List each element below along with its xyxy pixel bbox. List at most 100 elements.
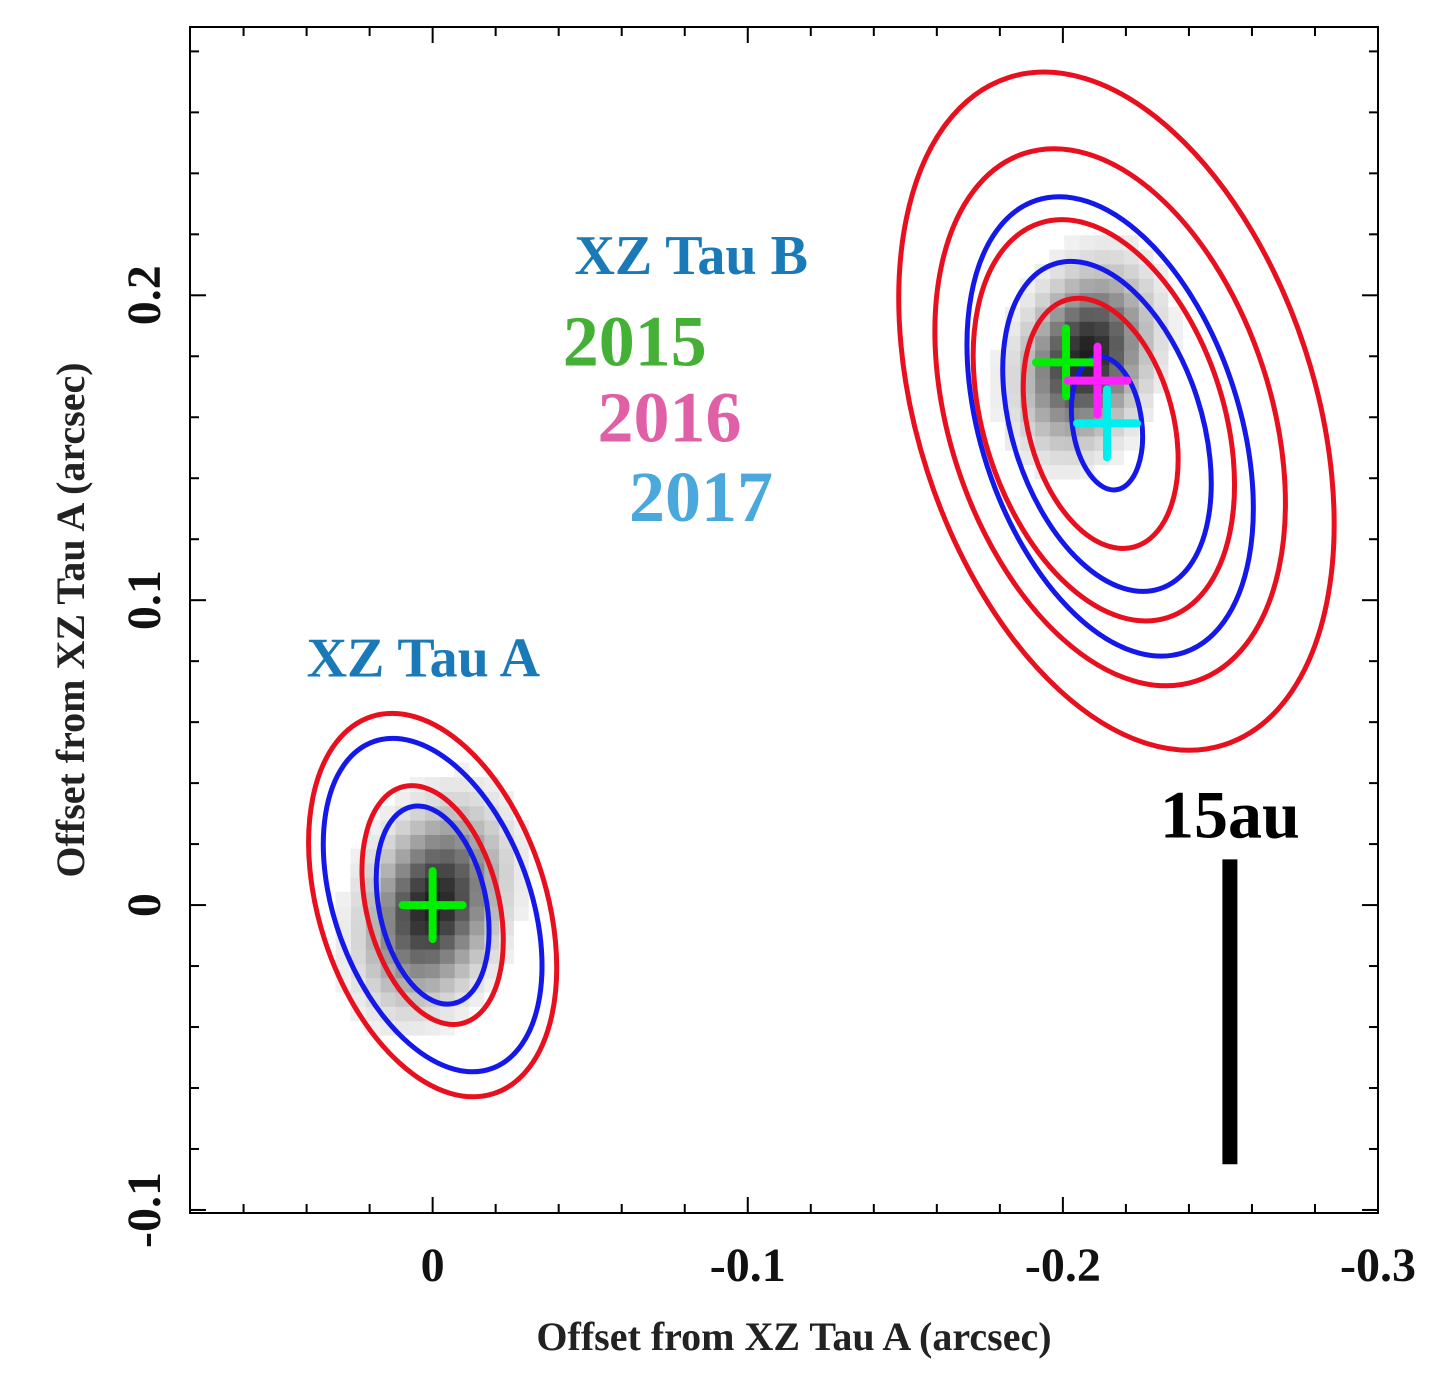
intensity-pixel: [409, 862, 426, 878]
intensity-pixel: [1049, 321, 1065, 337]
intensity-pixel: [483, 963, 500, 979]
intensity-pixel: [394, 791, 411, 807]
intensity-pixel: [409, 848, 426, 864]
intensity-pixel: [439, 920, 455, 936]
intensity-pixel: [1093, 235, 1110, 251]
intensity-pixel: [1034, 407, 1050, 423]
intensity-pixel: [335, 905, 351, 921]
intensity-pixel: [439, 862, 455, 878]
contour-blue-9: [1000, 258, 1214, 594]
intensity-pixel: [1078, 278, 1095, 294]
intensity-pixel: [1108, 407, 1124, 423]
intensity-pixel: [454, 877, 470, 893]
intensity-pixel: [1093, 321, 1110, 337]
y-tick-label: -0.1: [118, 1172, 171, 1248]
intensity-pixel: [1138, 278, 1154, 294]
intensity-pixel: [1034, 421, 1050, 437]
intensity-pixel: [380, 862, 396, 878]
intensity-pixel: [1093, 306, 1110, 322]
epoch-label-2017: 2017: [629, 457, 773, 537]
intensity-pixel: [1078, 321, 1095, 337]
marker-2015-xz-tau-b: [1032, 324, 1101, 401]
intensity-pixel: [468, 805, 485, 821]
contour-blue-3: [320, 735, 545, 1075]
intensity-pixel: [483, 820, 500, 835]
intensity-pixel: [439, 934, 455, 950]
intensity-pixel: [454, 791, 470, 807]
intensity-pixel: [1123, 407, 1139, 423]
contour-blue-2: [373, 803, 492, 1007]
x-tick-label: 0: [421, 1239, 445, 1292]
intensity-pixel: [498, 934, 514, 950]
intensity-pixel: [468, 991, 485, 1007]
intensity-pixel: [409, 820, 426, 835]
intensity-pixel: [1078, 435, 1095, 451]
intensity-pixel: [1093, 278, 1110, 294]
intensity-pixel: [1034, 392, 1050, 408]
intensity-pixel: [1064, 278, 1080, 294]
intensity-pixel: [1034, 435, 1050, 451]
intensity-pixel: [1093, 249, 1110, 265]
intensity-pixel: [1064, 235, 1080, 251]
intensity-pixel: [513, 891, 529, 907]
intensity-pixel: [439, 834, 455, 850]
intensity-pixel: [1049, 335, 1065, 351]
intensity-pixel: [454, 862, 470, 878]
intensity-pixel: [424, 977, 440, 993]
marker-layer: [398, 324, 1141, 944]
intensity-pixel: [1049, 450, 1065, 466]
intensity-pixel: [335, 891, 351, 907]
intensity-pixel: [1064, 263, 1080, 279]
contour-red-1: [306, 710, 560, 1100]
intensity-pixel: [1123, 335, 1139, 351]
intensity-pixel: [365, 977, 381, 993]
intensity-pixel: [1138, 321, 1154, 337]
intensity-pixel: [1123, 435, 1139, 451]
intensity-pixel: [439, 977, 455, 993]
intensity-pixel: [1153, 335, 1169, 351]
intensity-pixel: [409, 934, 426, 950]
intensity-pixel: [454, 905, 470, 921]
intensity-pixel: [468, 891, 485, 907]
intensity-pixel: [1004, 335, 1021, 351]
intensity-pixel: [1004, 378, 1021, 394]
plot-frame: [189, 26, 1379, 1214]
intensity-pixel: [1049, 392, 1065, 408]
intensity-pixel: [1034, 364, 1050, 380]
intensity-pixel: [1167, 321, 1184, 337]
intensity-pixel: [394, 920, 411, 936]
intensity-pixel: [1108, 292, 1124, 308]
intensity-pixel: [468, 905, 485, 921]
intensity-pixel: [1049, 421, 1065, 437]
intensity-pixel: [1049, 306, 1065, 322]
intensity-pixel: [1123, 263, 1139, 279]
intensity-pixel: [1108, 450, 1124, 466]
y-tick-label: 0: [118, 893, 171, 917]
intensity-pixel: [513, 877, 529, 893]
intensity-pixel: [409, 834, 426, 850]
intensity-pixel: [409, 791, 426, 807]
y-axis-title: Offset from XZ Tau A (arcsec): [48, 362, 93, 877]
epoch-label-2016: 2016: [597, 378, 741, 458]
intensity-pixel: [1108, 335, 1124, 351]
intensity-pixel: [409, 948, 426, 964]
intensity-pixel: [498, 862, 514, 878]
intensity-pixel: [1108, 392, 1124, 408]
intensity-pixel: [1004, 392, 1021, 408]
intensity-pixel: [380, 891, 396, 907]
marker-2015-xz-tau-a: [398, 867, 467, 944]
intensity-pixel: [350, 905, 366, 921]
intensity-pixel: [424, 848, 440, 864]
intensity-pixel: [394, 877, 411, 893]
intensity-pixel: [1078, 392, 1095, 408]
contour-layer: [306, 69, 1337, 1100]
intensity-pixel: [350, 948, 366, 964]
intensity-pixel: [394, 905, 411, 921]
intensity-pixel: [1078, 306, 1095, 322]
intensity-pixel: [409, 905, 426, 921]
intensity-pixel: [1108, 321, 1124, 337]
intensity-pixel: [513, 905, 529, 921]
intensity-pixel: [454, 963, 470, 979]
contour-red-4: [1020, 295, 1181, 551]
intensity-pixel: [394, 848, 411, 864]
